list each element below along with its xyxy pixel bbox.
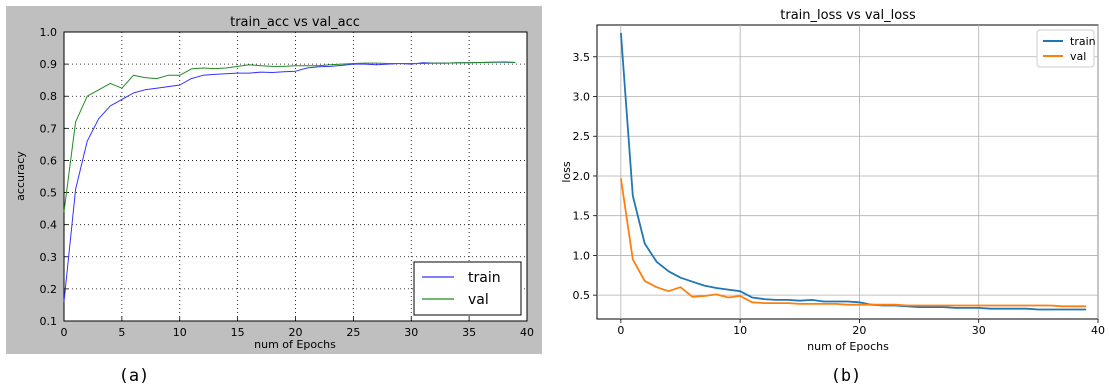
loss-chart: 0 10 20 30 40 0.5 1.0 1.5 2.0 2.5 3.0 3.5 train_los… bbox=[560, 8, 1105, 385]
accuracy-chart: 0 5 10 15 20 25 30 35 40 0.1 0.2 0.3 0.4 0.5 0.6 0.7 0.8… bbox=[6, 6, 542, 385]
chart-b-grid bbox=[597, 25, 1099, 319]
chart-b-xtick-label: 10 bbox=[733, 324, 747, 337]
chart-b-legend: train val bbox=[1036, 29, 1096, 68]
chart-b-xlabel: num of Epochs bbox=[807, 340, 889, 353]
chart-b-series bbox=[620, 32, 1087, 311]
chart-a-ytick-label: 0.8 bbox=[40, 90, 58, 103]
chart-b-ylabel: loss bbox=[560, 161, 573, 183]
chart-a-ytick-label: 0.2 bbox=[40, 283, 58, 296]
chart-a-xtick-label: 20 bbox=[289, 326, 303, 339]
chart-b-ytick-label: 2.0 bbox=[573, 170, 591, 183]
chart-b-xtick-label: 40 bbox=[1091, 324, 1105, 337]
legend-b-train-label: train bbox=[1070, 35, 1096, 48]
chart-a-xtick-label: 5 bbox=[118, 326, 125, 339]
chart-b-ytick-label: 3.5 bbox=[573, 51, 591, 64]
chart-a-legend-box bbox=[413, 261, 522, 316]
legend-b-val-label: val bbox=[1070, 50, 1086, 63]
chart-b-title: train_loss vs val_loss bbox=[780, 8, 916, 23]
chart-b-plot-area bbox=[596, 24, 1099, 320]
chart-a-xtick-label: 15 bbox=[231, 326, 245, 339]
chart-b-ytick-label: 2.5 bbox=[573, 130, 591, 143]
chart-a-xtick-label: 30 bbox=[404, 326, 418, 339]
chart-a-ticks: 0 5 10 15 20 25 30 35 40 0.1 0.2 0.3 0.4 0.5 0.6 0.7 0.8… bbox=[40, 26, 535, 339]
chart-a-series bbox=[63, 61, 516, 302]
chart-b-ticks: 0 10 20 30 40 0.5 1.0 1.5 2.0 2.5 3.0 3.5 bbox=[573, 51, 1106, 337]
chart-a-ytick-label: 0.5 bbox=[40, 187, 58, 200]
chart-a-ytick-label: 0.1 bbox=[40, 315, 58, 328]
panel-a-caption: (a) bbox=[119, 366, 150, 385]
chart-b-legend-box bbox=[1036, 29, 1095, 68]
chart-a-ytick-label: 0.9 bbox=[40, 58, 58, 71]
chart-a-ytick-label: 0.6 bbox=[40, 154, 58, 167]
chart-a-legend: train val bbox=[413, 261, 522, 316]
chart-a-ytick-label: 0.7 bbox=[40, 122, 58, 135]
chart-b-xtick-label: 0 bbox=[617, 324, 624, 337]
chart-b-ytick-label: 3.0 bbox=[573, 91, 591, 104]
chart-b-ytick-label: 1.5 bbox=[573, 210, 591, 223]
chart-a-xtick-label: 40 bbox=[520, 326, 534, 339]
chart-a-ytick-label: 1.0 bbox=[40, 26, 58, 39]
panel-b-caption: (b) bbox=[831, 366, 862, 385]
chart-a-xtick-label: 25 bbox=[346, 326, 360, 339]
chart-b-ytick-label: 1.0 bbox=[573, 249, 591, 262]
chart-a-ytick-label: 0.3 bbox=[40, 251, 58, 264]
legend-val-label: val bbox=[468, 292, 489, 308]
chart-b-xtick-label: 30 bbox=[972, 324, 986, 337]
chart-b-xtick-label: 20 bbox=[852, 324, 866, 337]
chart-a-xlabel: num of Epochs bbox=[254, 338, 336, 351]
chart-b-ytick-label: 0.5 bbox=[573, 289, 591, 302]
chart-a-title: train_acc vs val_acc bbox=[230, 15, 360, 30]
chart-a-ytick-label: 0.4 bbox=[40, 219, 58, 232]
series-line-train bbox=[620, 32, 1087, 311]
series-line-val bbox=[620, 178, 1087, 308]
chart-a-ylabel: accuracy bbox=[14, 151, 27, 201]
chart-a-xtick-label: 35 bbox=[462, 326, 476, 339]
chart-a-grid bbox=[63, 31, 528, 322]
chart-a-xtick-label: 0 bbox=[61, 326, 68, 339]
series-line-val bbox=[63, 61, 516, 212]
chart-a-xtick-label: 10 bbox=[173, 326, 187, 339]
legend-train-label: train bbox=[468, 270, 501, 286]
